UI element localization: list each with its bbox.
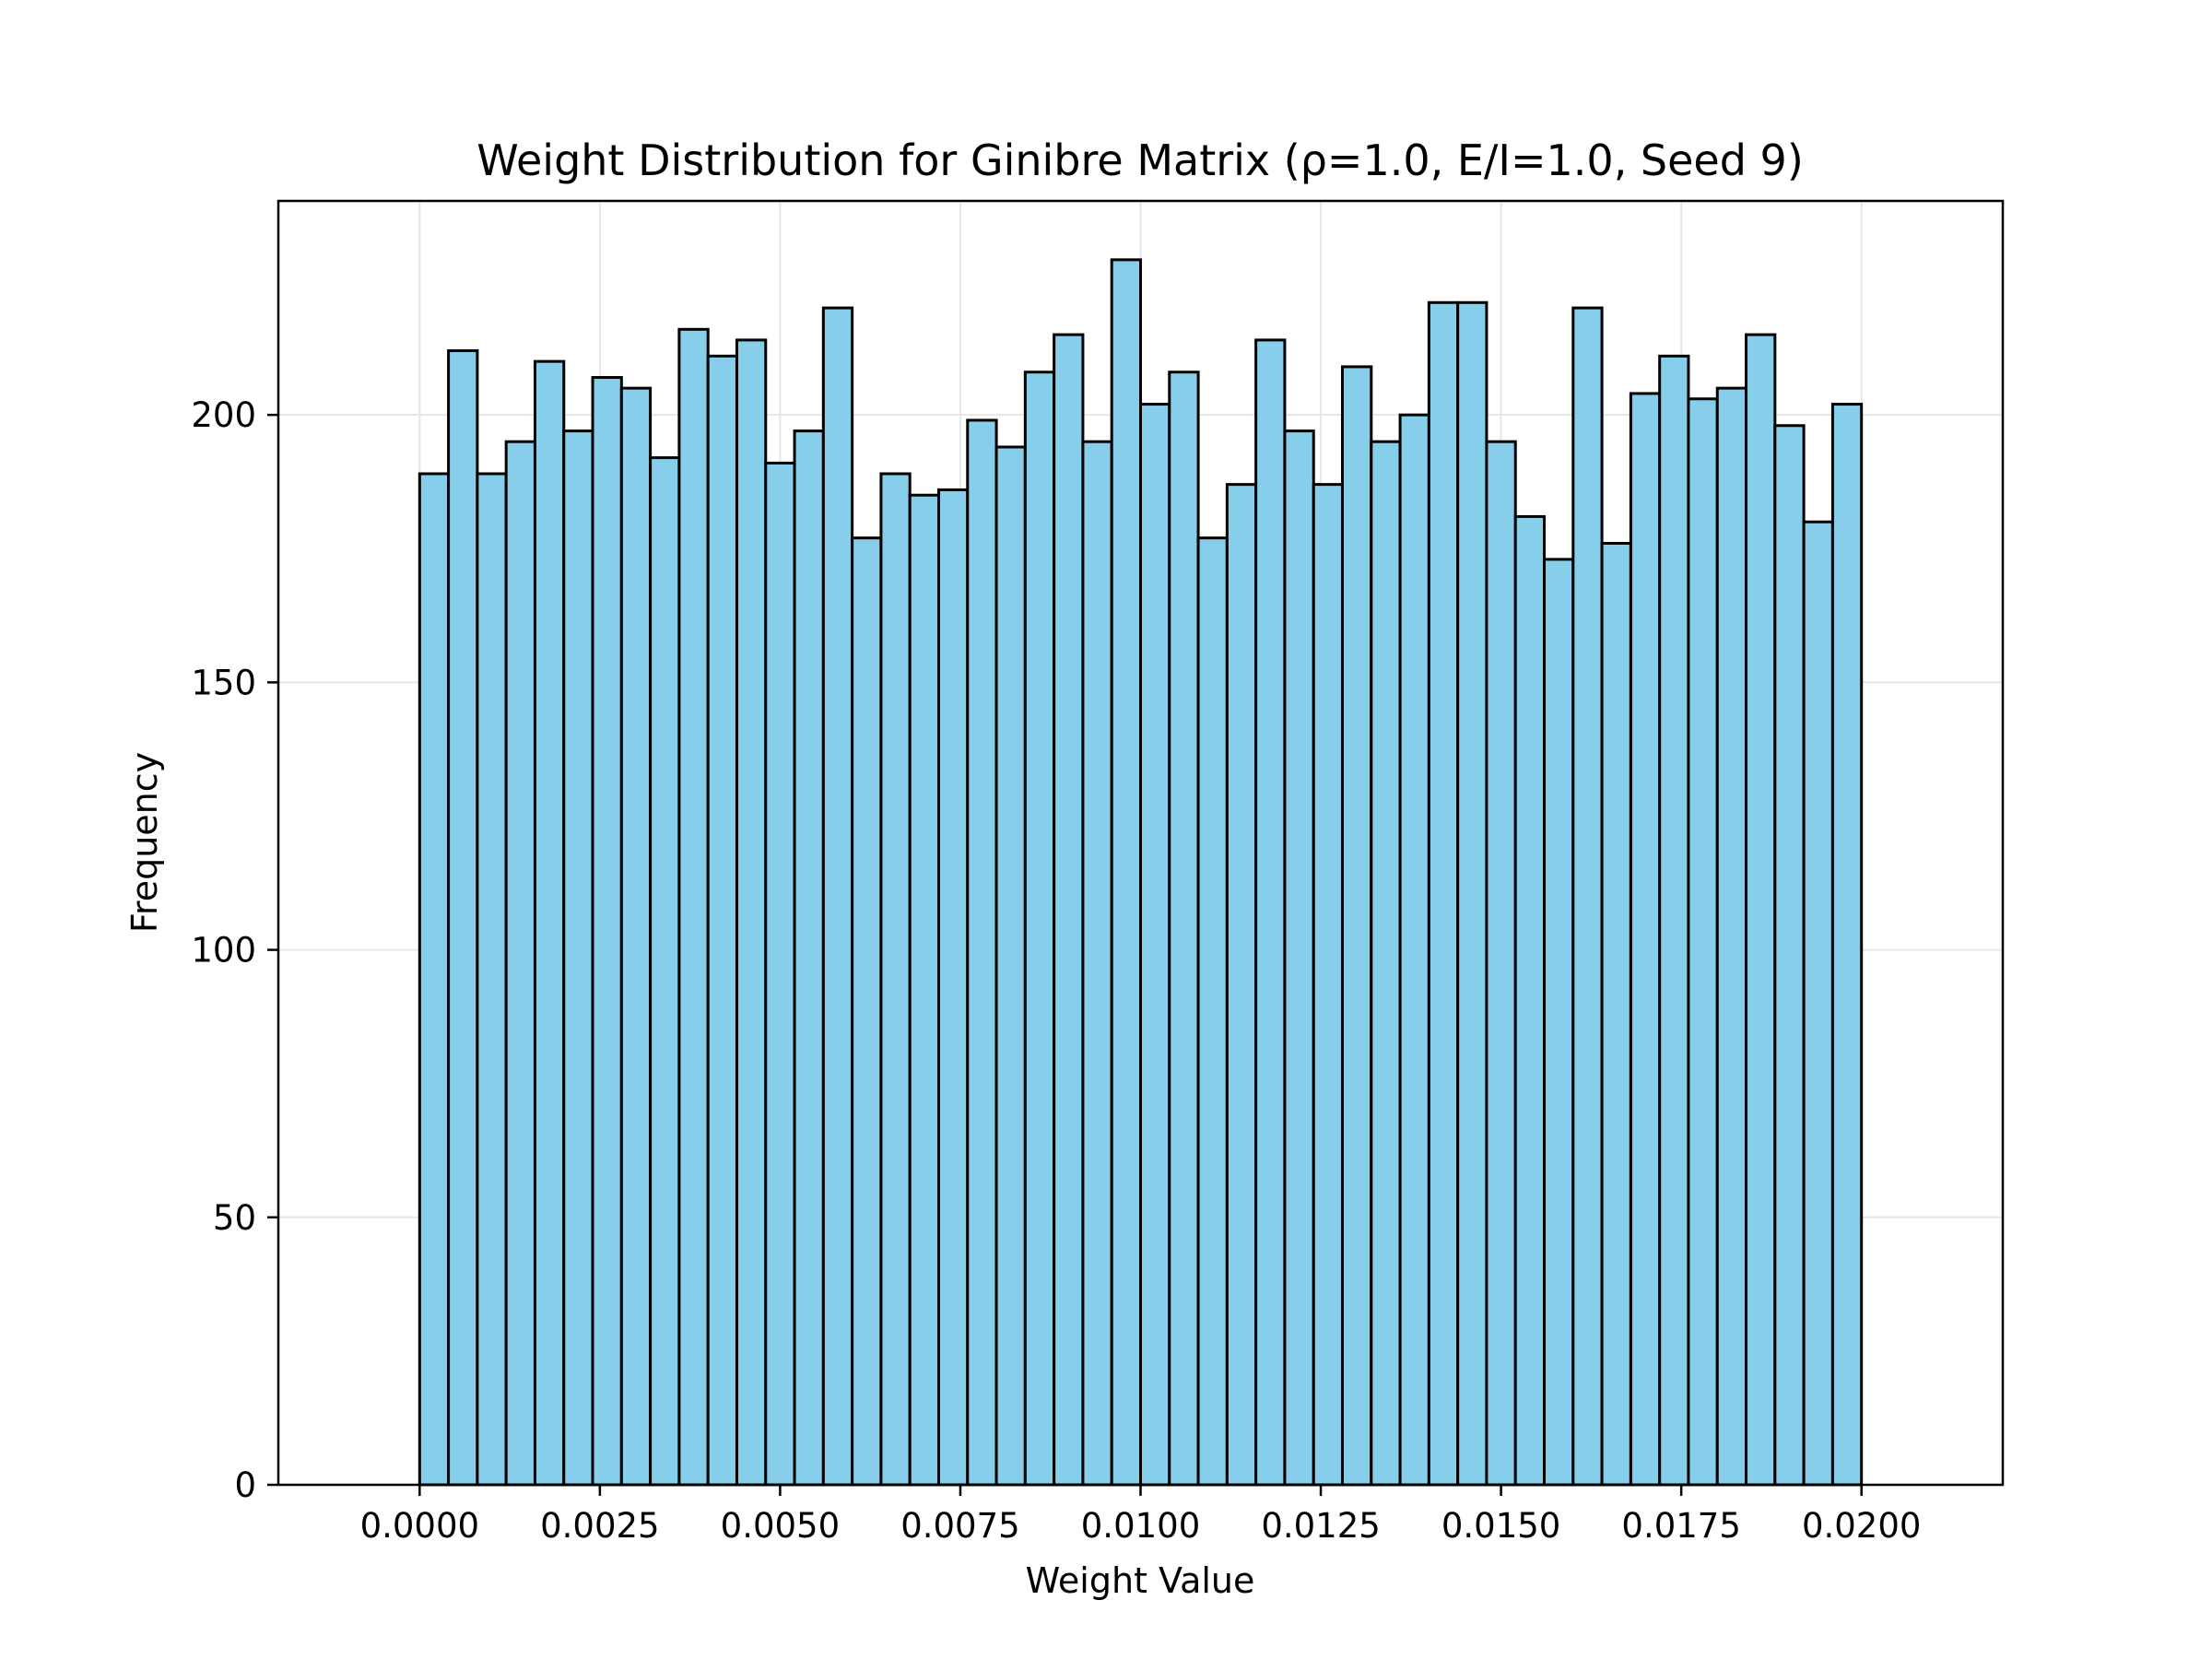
histogram-bar — [1658, 354, 1690, 1487]
histogram-bar — [1139, 403, 1171, 1487]
histogram-bar — [1485, 440, 1517, 1487]
histogram-bar — [619, 386, 653, 1487]
x-axis-label: Weight Value — [1026, 1560, 1255, 1601]
histogram-bar — [966, 418, 998, 1487]
histogram-bar — [1312, 483, 1345, 1487]
histogram-bar — [1023, 371, 1056, 1487]
x-tick-label: 0.0050 — [721, 1506, 840, 1546]
y-tick-label: 0 — [234, 1465, 256, 1505]
histogram-bar — [764, 461, 796, 1487]
histogram-bar — [1341, 365, 1373, 1487]
histogram-bar — [994, 445, 1027, 1487]
histogram-bar — [1802, 520, 1834, 1487]
histogram-bar — [591, 376, 623, 1487]
histogram-bar — [1687, 397, 1719, 1487]
histogram-bar — [821, 306, 854, 1487]
histogram-bar — [1254, 338, 1287, 1487]
histogram-bar — [1715, 386, 1748, 1487]
histogram-bar — [1110, 258, 1143, 1487]
axis-ticks: 0.0000 0.0025 0.0050 0.0075 0.0100 0.0125 0.01… — [191, 395, 1921, 1546]
histogram-bar — [1427, 300, 1460, 1487]
histogram-bar — [908, 493, 940, 1487]
x-tick-label: 0.0025 — [540, 1506, 659, 1546]
histogram-bar — [677, 327, 710, 1487]
histogram-bar — [735, 338, 768, 1487]
y-tick-label: 200 — [191, 395, 256, 435]
x-tick-label: 0.0075 — [900, 1506, 1019, 1546]
histogram-bar — [533, 359, 566, 1487]
histogram-bar — [1629, 392, 1662, 1487]
y-tick-label: 50 — [213, 1198, 256, 1238]
x-tick-label: 0.0175 — [1621, 1506, 1740, 1546]
x-tick-label: 0.0100 — [1081, 1506, 1200, 1546]
y-tick-label: 100 — [191, 931, 256, 971]
histogram-bar — [706, 354, 738, 1487]
histogram-bar — [1745, 333, 1777, 1487]
histogram-bar — [1370, 440, 1402, 1487]
histogram-bar — [1225, 483, 1258, 1487]
histogram-bar — [1053, 333, 1085, 1487]
histogram-bar — [1830, 403, 1864, 1487]
histogram-bar — [1196, 536, 1229, 1487]
x-tick-label: 0.0200 — [1802, 1506, 1921, 1546]
histogram-bar — [851, 536, 883, 1487]
x-tick-label: 0.0000 — [360, 1506, 479, 1546]
y-axis-label: Frequency — [124, 752, 165, 933]
histogram-bar — [649, 456, 681, 1487]
histogram-bar — [1571, 306, 1604, 1487]
histogram-bar — [504, 440, 536, 1487]
histogram-bar — [1283, 429, 1315, 1487]
histogram-bar — [447, 349, 479, 1487]
histogram-bar — [1168, 371, 1200, 1487]
chart-title: Weight Distribution for Ginibre Matrix (… — [477, 135, 1804, 185]
histogram-bar — [1456, 300, 1488, 1487]
histogram-bar — [1543, 558, 1575, 1487]
histogram-bar — [418, 472, 451, 1487]
y-tick-label: 150 — [191, 663, 256, 702]
x-tick-label: 0.0150 — [1441, 1506, 1560, 1546]
histogram-bar — [1398, 413, 1430, 1487]
histogram-bar — [562, 429, 594, 1487]
histogram-bar — [936, 488, 970, 1487]
histogram-bar — [879, 472, 912, 1487]
histogram-bar — [1773, 424, 1806, 1487]
x-tick-label: 0.0125 — [1261, 1506, 1380, 1546]
histogram-bar — [1513, 514, 1547, 1487]
histogram-bar — [1081, 440, 1113, 1487]
histogram-bars — [418, 258, 1864, 1487]
histogram-bar — [793, 429, 825, 1487]
histogram-bar — [476, 472, 508, 1487]
histogram-bar — [1600, 541, 1632, 1487]
